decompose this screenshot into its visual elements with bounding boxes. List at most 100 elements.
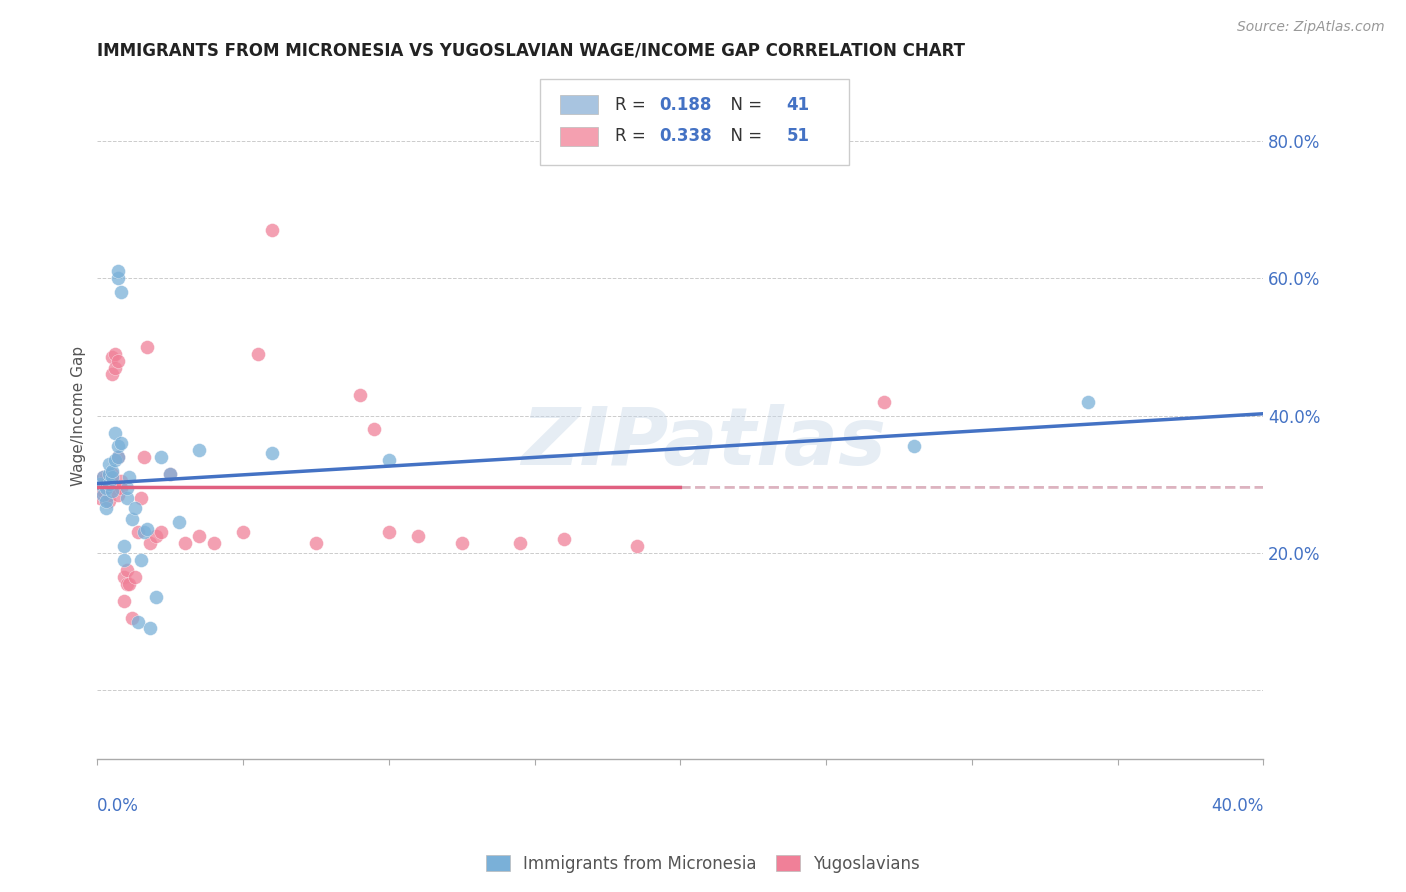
Point — [159, 467, 181, 481]
Point — [378, 525, 401, 540]
Point — [91, 484, 114, 499]
Text: 41: 41 — [786, 95, 810, 113]
Point — [159, 467, 181, 481]
Point — [98, 494, 121, 508]
Point — [112, 553, 135, 567]
Y-axis label: Wage/Income Gap: Wage/Income Gap — [72, 345, 86, 485]
Point — [91, 470, 114, 484]
Point — [262, 223, 284, 237]
Point — [450, 535, 472, 549]
Point — [145, 591, 167, 605]
FancyBboxPatch shape — [540, 79, 849, 165]
Point — [98, 487, 121, 501]
Point — [1077, 395, 1099, 409]
Point — [98, 481, 121, 495]
Text: 40.0%: 40.0% — [1211, 797, 1264, 814]
Point — [107, 271, 129, 285]
Point — [94, 470, 117, 484]
Point — [94, 477, 117, 491]
Point — [101, 368, 124, 382]
Legend: Immigrants from Micronesia, Yugoslavians: Immigrants from Micronesia, Yugoslavians — [479, 848, 927, 880]
Point — [145, 529, 167, 543]
Point — [553, 532, 575, 546]
Point — [91, 487, 114, 501]
Point — [903, 440, 925, 454]
Point — [107, 264, 129, 278]
Point — [150, 450, 173, 464]
Point — [232, 525, 254, 540]
Bar — [560, 127, 598, 146]
Point — [115, 576, 138, 591]
Point — [94, 481, 117, 495]
Point — [104, 481, 127, 495]
Point — [349, 388, 371, 402]
Point — [107, 353, 129, 368]
Point — [101, 474, 124, 488]
Text: 51: 51 — [786, 128, 810, 145]
Point — [132, 525, 155, 540]
Point — [107, 450, 129, 464]
Point — [115, 481, 138, 495]
Text: N =: N = — [720, 95, 768, 113]
Point — [101, 351, 124, 365]
Point — [104, 453, 127, 467]
Point — [98, 467, 121, 481]
Point — [188, 442, 211, 457]
Point — [135, 522, 157, 536]
Point — [98, 477, 121, 491]
Point — [112, 539, 135, 553]
Text: IMMIGRANTS FROM MICRONESIA VS YUGOSLAVIAN WAGE/INCOME GAP CORRELATION CHART: IMMIGRANTS FROM MICRONESIA VS YUGOSLAVIA… — [97, 42, 966, 60]
Point — [115, 563, 138, 577]
Point — [107, 450, 129, 464]
Point — [91, 470, 114, 484]
Point — [139, 621, 162, 635]
Point — [173, 535, 195, 549]
Point — [107, 487, 129, 501]
Point — [150, 525, 173, 540]
Point — [406, 529, 429, 543]
Point — [107, 440, 129, 454]
Bar — [560, 95, 598, 114]
Point — [104, 360, 127, 375]
Point — [132, 450, 155, 464]
Point — [101, 470, 124, 484]
Point — [135, 340, 157, 354]
Point — [89, 491, 111, 505]
Point — [305, 535, 328, 549]
Point — [139, 535, 162, 549]
Point — [127, 525, 149, 540]
Text: R =: R = — [614, 95, 651, 113]
Point — [101, 463, 124, 477]
Point — [104, 347, 127, 361]
Point — [129, 491, 152, 505]
Point — [101, 467, 124, 481]
Point — [110, 285, 132, 299]
Point — [112, 570, 135, 584]
Point — [98, 457, 121, 471]
Point — [873, 395, 896, 409]
Point — [129, 553, 152, 567]
Point — [509, 535, 531, 549]
Point — [89, 477, 111, 491]
Point — [110, 436, 132, 450]
Point — [124, 570, 146, 584]
Point — [363, 422, 385, 436]
Text: 0.0%: 0.0% — [97, 797, 139, 814]
Text: N =: N = — [720, 128, 768, 145]
Text: R =: R = — [614, 128, 651, 145]
Point — [110, 474, 132, 488]
Point — [94, 501, 117, 516]
Point — [127, 615, 149, 629]
Point — [202, 535, 225, 549]
Text: 0.188: 0.188 — [659, 95, 711, 113]
Point — [118, 470, 141, 484]
Point — [167, 515, 190, 529]
Point — [626, 539, 648, 553]
Point — [94, 494, 117, 508]
Point — [110, 481, 132, 495]
Point — [246, 347, 269, 361]
Point — [112, 594, 135, 608]
Point — [378, 453, 401, 467]
Point — [262, 446, 284, 460]
Text: Source: ZipAtlas.com: Source: ZipAtlas.com — [1237, 20, 1385, 34]
